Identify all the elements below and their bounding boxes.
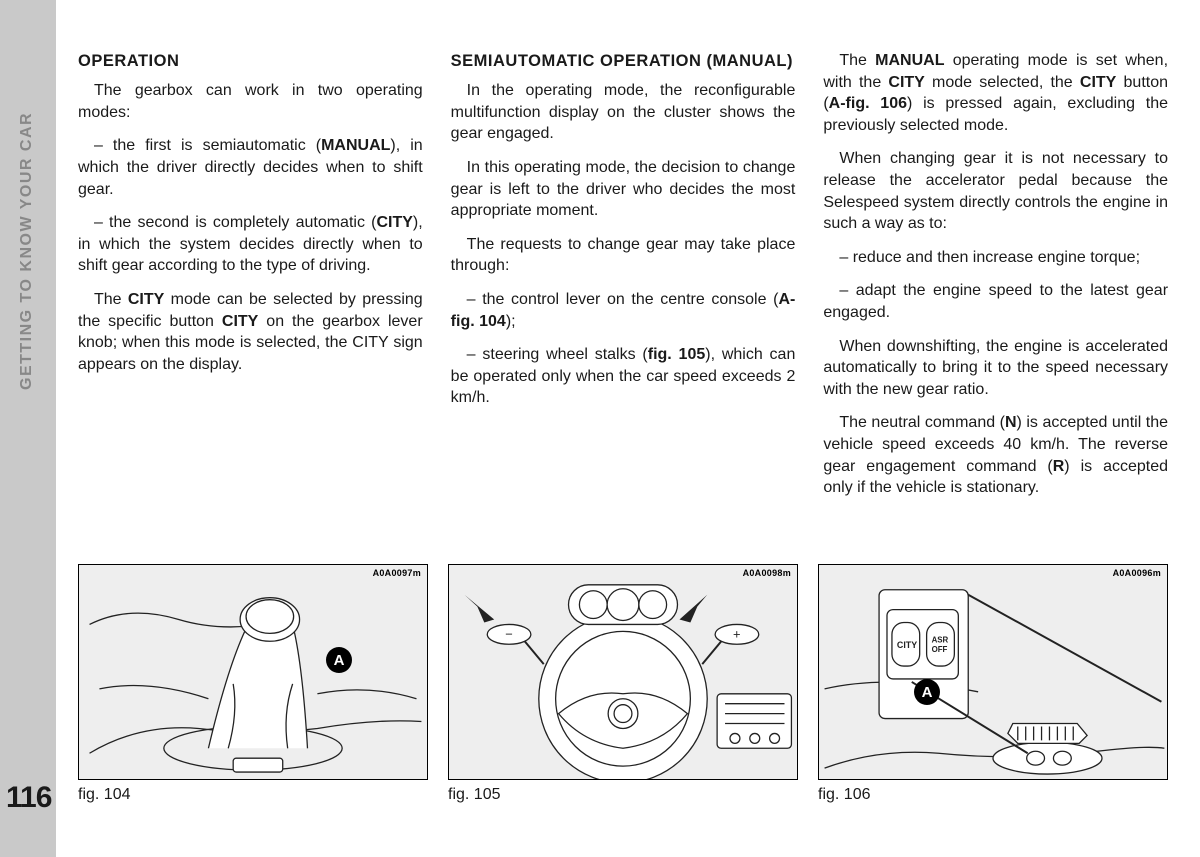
body-columns: OPERATION The gearbox can work in two op… bbox=[78, 50, 1168, 511]
figure-caption: fig. 106 bbox=[818, 786, 1168, 804]
column-middle: SEMIAUTOMATIC OPERATION (MANUAL) In the … bbox=[451, 50, 796, 511]
bold-text: MANUAL bbox=[321, 137, 390, 154]
bold-text: R bbox=[1053, 458, 1065, 475]
city-button-illustration: CITY ASR OFF bbox=[819, 565, 1167, 779]
para: The requests to change gear may take pla… bbox=[451, 234, 796, 277]
text: – the second is completely automatic ( bbox=[94, 214, 376, 231]
figure-frame: A0A0097m A bbox=[78, 564, 428, 780]
para: In this operating mode, the decision to … bbox=[451, 157, 796, 222]
figure-caption: fig. 104 bbox=[78, 786, 428, 804]
para: – steering wheel stalks (fig. 105), whic… bbox=[451, 344, 796, 409]
text: The bbox=[94, 291, 128, 308]
gear-lever-illustration bbox=[79, 565, 427, 779]
para: When changing gear it is not necessary t… bbox=[823, 148, 1168, 234]
bold-text: A-fig. 106 bbox=[829, 95, 907, 112]
heading-operation: OPERATION bbox=[78, 50, 423, 72]
callout-a: A bbox=[326, 647, 352, 673]
column-left: OPERATION The gearbox can work in two op… bbox=[78, 50, 423, 511]
para: – the control lever on the centre consol… bbox=[451, 289, 796, 332]
asr-off-label: OFF bbox=[932, 645, 948, 654]
figure-code: A0A0096m bbox=[1113, 568, 1161, 578]
para: In the operating mode, the reconfigurabl… bbox=[451, 80, 796, 145]
city-button-label: CITY bbox=[897, 640, 917, 650]
figure-code: A0A0097m bbox=[373, 568, 421, 578]
figure-frame: A0A0098m − + bbox=[448, 564, 798, 780]
text: The neutral command ( bbox=[839, 414, 1005, 431]
svg-text:−: − bbox=[505, 626, 513, 641]
bold-text: N bbox=[1005, 414, 1017, 431]
figure-104: A0A0097m A fig. 104 bbox=[78, 564, 428, 804]
figure-105: A0A0098m − + bbox=[448, 564, 798, 804]
text: – steering wheel stalks ( bbox=[467, 346, 648, 363]
para: The gearbox can work in two operating mo… bbox=[78, 80, 423, 123]
page-number: 116 bbox=[6, 781, 51, 815]
bold-text: CITY bbox=[128, 291, 164, 308]
para: – the second is completely automatic (CI… bbox=[78, 212, 423, 277]
column-right: The MANUAL operating mode is set when, w… bbox=[823, 50, 1168, 511]
text: The bbox=[839, 52, 875, 69]
bold-text: CITY bbox=[1080, 74, 1116, 91]
para: The neutral command (N) is accepted unti… bbox=[823, 412, 1168, 498]
heading-semiautomatic: SEMIAUTOMATIC OPERATION (MANUAL) bbox=[451, 50, 796, 72]
section-label: GETTING TO KNOW YOUR CAR bbox=[18, 112, 36, 390]
figure-106: A0A0096m bbox=[818, 564, 1168, 804]
callout-a: A bbox=[914, 679, 940, 705]
asr-label: ASR bbox=[932, 635, 949, 644]
bold-text: CITY bbox=[888, 74, 924, 91]
text: – the first is semiautomatic ( bbox=[94, 137, 321, 154]
text: mode selected, the bbox=[925, 74, 1080, 91]
figures-row: A0A0097m A fig. 104 bbox=[78, 564, 1168, 804]
bold-text: CITY bbox=[222, 313, 258, 330]
para: – adapt the engine speed to the latest g… bbox=[823, 280, 1168, 323]
para: When downshifting, the engine is acceler… bbox=[823, 336, 1168, 401]
steering-wheel-illustration: − + bbox=[449, 565, 797, 779]
text: – the control lever on the centre consol… bbox=[467, 291, 779, 308]
para: The CITY mode can be selected by pressin… bbox=[78, 289, 423, 375]
para: – the first is semiautomatic (MANUAL), i… bbox=[78, 135, 423, 200]
figure-caption: fig. 105 bbox=[448, 786, 798, 804]
svg-text:+: + bbox=[733, 626, 741, 641]
bold-text: MANUAL bbox=[875, 52, 944, 69]
text: ); bbox=[506, 313, 516, 330]
figure-frame: A0A0096m bbox=[818, 564, 1168, 780]
para: – reduce and then increase engine torque… bbox=[823, 247, 1168, 269]
para: The MANUAL operating mode is set when, w… bbox=[823, 50, 1168, 136]
bold-text: CITY bbox=[376, 214, 412, 231]
bold-text: fig. 105 bbox=[648, 346, 706, 363]
figure-code: A0A0098m bbox=[743, 568, 791, 578]
